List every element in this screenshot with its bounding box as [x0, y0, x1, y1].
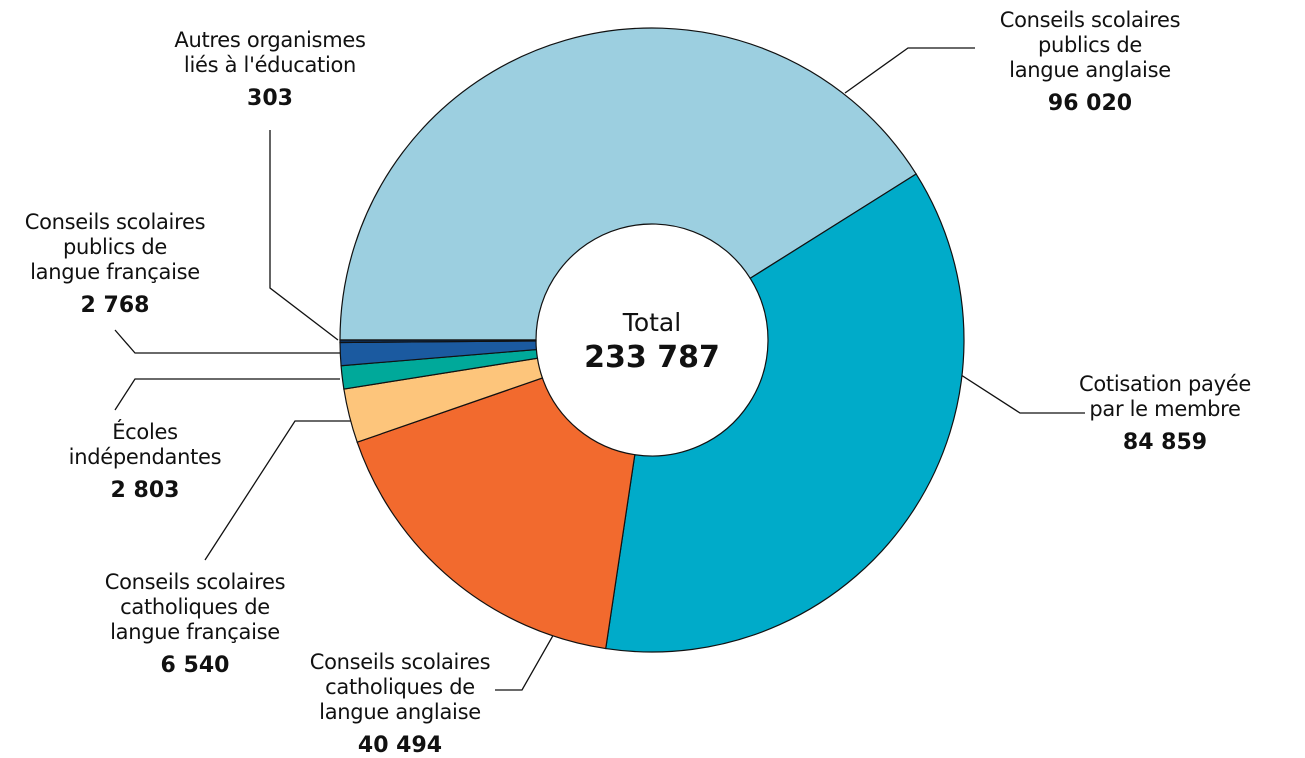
value-label: 6 540	[160, 653, 230, 678]
value-label: 96 020	[1047, 91, 1133, 116]
category-label: Cotisation payée par le membre	[1079, 372, 1251, 421]
leader-line	[114, 378, 340, 411]
donut-slice	[339, 339, 537, 344]
category-label: Conseils scolaires publics de langue fra…	[24, 210, 206, 284]
value-label: 2 768	[80, 293, 150, 318]
slice-label: Cotisation payée par le membre 84 859	[1005, 372, 1305, 455]
leader-line	[844, 47, 975, 94]
slice-label: Conseils scolaires publics de langue fra…	[0, 210, 275, 318]
value-label: 303	[247, 86, 293, 111]
category-label: Écoles indépendantes	[68, 420, 222, 469]
slice-label: Écoles indépendantes 2 803	[0, 420, 305, 503]
center-title: Total	[622, 308, 682, 337]
value-label: 84 859	[1122, 430, 1208, 455]
slice-label: Autres organismes liés à l'éducation 303	[110, 28, 430, 111]
slice-label: Conseils scolaires catholiques de langue…	[240, 650, 560, 758]
donut-slice	[605, 173, 965, 653]
leader-line	[204, 420, 358, 561]
leader-line	[495, 631, 556, 691]
slice-label: Conseils scolaires catholiques de langue…	[35, 570, 355, 678]
donut-slice	[356, 377, 636, 650]
category-label: Conseils scolaires catholiques de langue…	[309, 650, 491, 724]
category-label: Conseils scolaires publics de langue ang…	[999, 8, 1181, 82]
leader-line	[957, 372, 1085, 414]
donut-slice	[339, 27, 918, 341]
leader-line	[269, 130, 339, 341]
value-label: 40 494	[357, 733, 443, 758]
leader-line	[114, 329, 340, 354]
category-label: Autres organismes liés à l'éducation	[174, 28, 366, 77]
category-label: Conseils scolaires catholiques de langue…	[104, 570, 286, 644]
leader-lines	[114, 47, 1085, 691]
center-total: 233 787	[584, 340, 720, 375]
slice-label: Conseils scolaires publics de langue ang…	[930, 8, 1250, 116]
value-label: 2 803	[110, 478, 180, 503]
